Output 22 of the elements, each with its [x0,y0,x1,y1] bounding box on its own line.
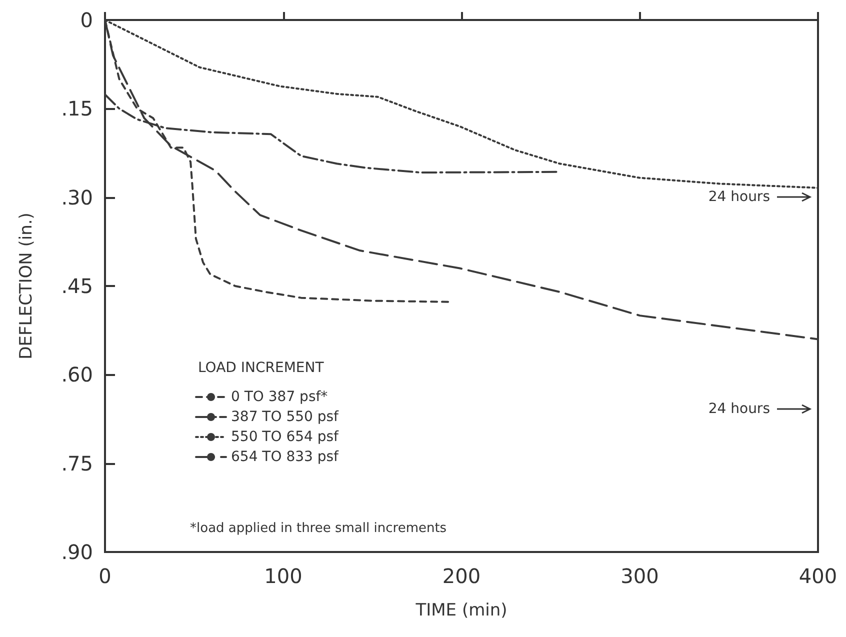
y-tick-label: .75 [61,451,93,476]
legend-label: 654 TO 833 psf [231,449,340,465]
legend-label: 0 TO 387 psf* [231,389,328,405]
x-tick-label: 300 [620,564,659,588]
x-tick-label: 400 [798,564,838,588]
x-tick-label: 100 [264,564,302,588]
annotation: 24 hours [708,189,770,205]
annotation: 24 hours [708,401,770,417]
y-tick-label: .45 [61,274,93,298]
y-axis-title: DEFLECTION (in.) [16,212,36,360]
x-tick-label: 200 [442,564,481,588]
y-tick-label: .15 [61,96,93,121]
y-tick-label: 0 [80,8,93,32]
legend-label: 387 TO 550 psf [231,409,340,425]
legend-title: LOAD INCREMENT [198,360,324,376]
y-tick-label: .60 [61,362,93,387]
y-tick-label: .90 [61,540,93,564]
legend-label: 550 TO 654 psf [231,429,340,445]
annotation: *load applied in three small increments [190,521,447,536]
x-tick-label: 0 [98,564,112,588]
x-axis-title: TIME (min) [414,600,508,620]
y-tick-label: .30 [61,185,93,210]
